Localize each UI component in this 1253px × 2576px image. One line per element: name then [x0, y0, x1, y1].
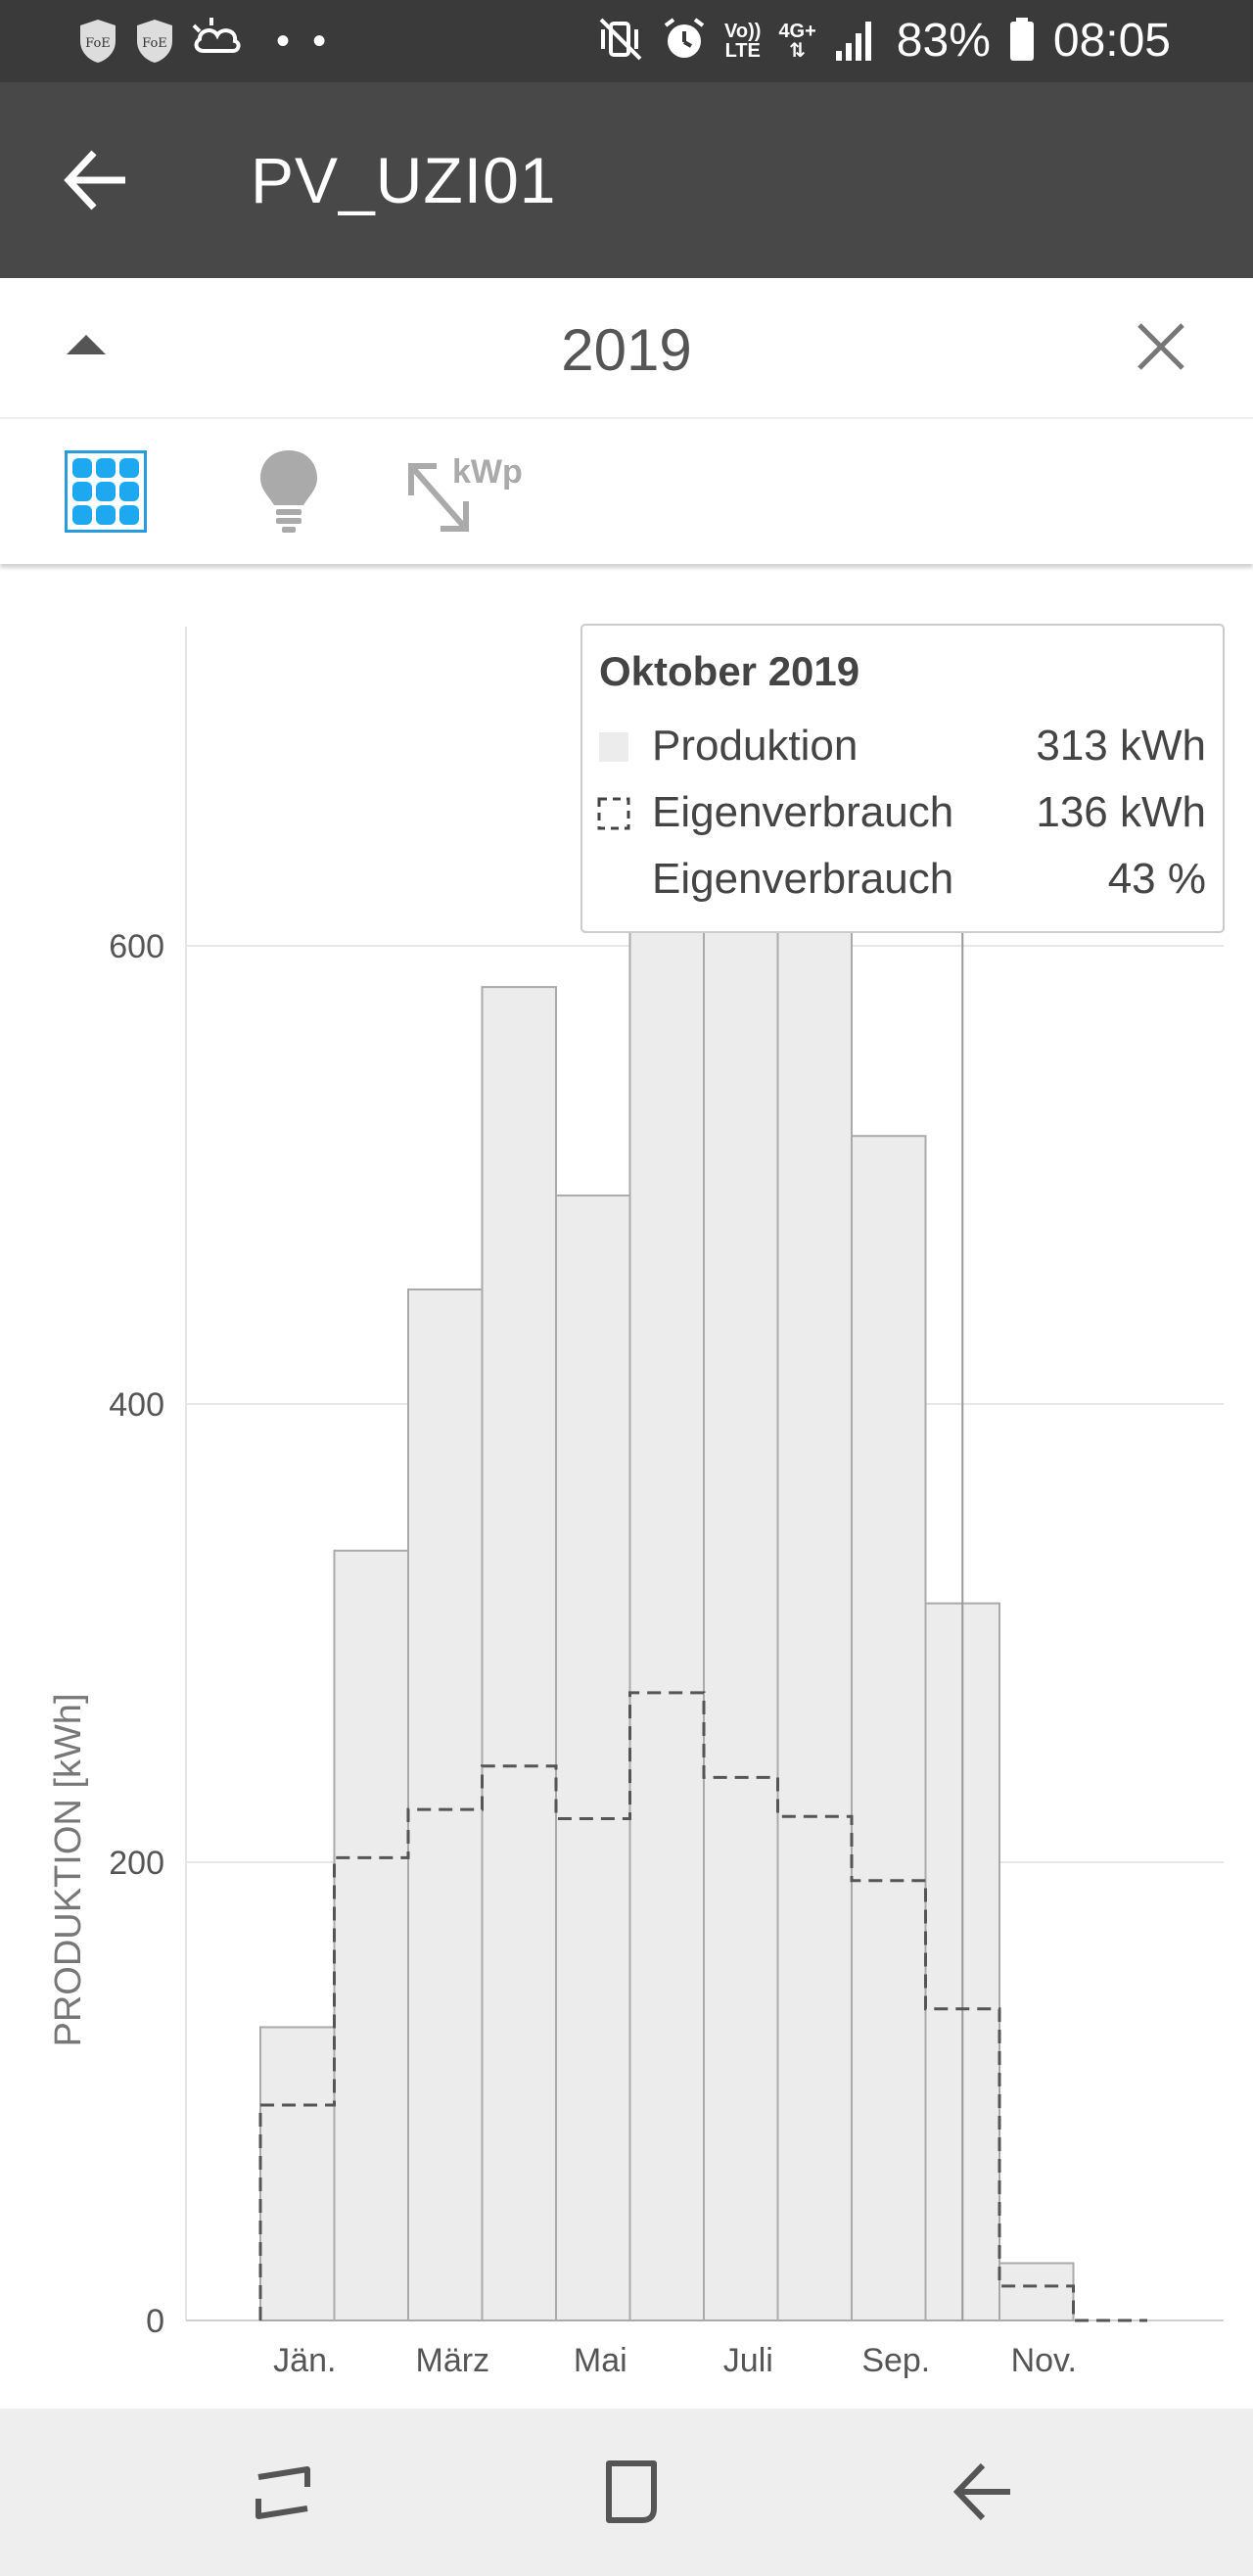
y-tick-label: 400 [109, 1386, 164, 1424]
lightbulb-icon[interactable] [255, 446, 323, 535]
signal-icon [834, 16, 879, 68]
overflow-dots: • • [276, 20, 333, 63]
x-tick-label: Mai [574, 2342, 627, 2379]
eigenverbrauch-step-line [258, 1691, 1147, 2322]
tooltip-row-label: Eigenverbrauch [652, 788, 953, 836]
solar-panel-view-button[interactable] [65, 450, 147, 533]
tooltip-row-value: 313 kWh [1036, 722, 1206, 770]
year-selector-row [0, 278, 1253, 419]
collapse-triangle-icon[interactable] [65, 333, 108, 356]
back-arrow-icon[interactable] [59, 141, 137, 219]
bar-1 [259, 2026, 336, 2321]
x-tick-label: Sep. [861, 2342, 930, 2379]
page-title: PV_UZI01 [251, 144, 557, 216]
tooltip-title: Oktober 2019 [599, 648, 859, 694]
y-tick-label: 0 [146, 2303, 164, 2340]
alarm-icon [662, 16, 707, 68]
shield-icon: FoE [76, 18, 119, 65]
tooltip-swatch-eigenverbrauch [597, 797, 630, 830]
battery-percent: 83% [896, 15, 991, 67]
tooltip-row-value: 43 % [1108, 855, 1206, 903]
x-tick-label: Nov. [1011, 2342, 1077, 2379]
x-tick-label: März [416, 2342, 490, 2379]
y-tick-label: 600 [109, 928, 164, 965]
bar-3 [407, 1288, 484, 2321]
mute-vibrate-icon [597, 16, 644, 68]
clock: 08:05 [1052, 15, 1171, 67]
tooltip-swatch-produktion [599, 732, 628, 762]
bar-9 [851, 1135, 927, 2321]
bar-2 [333, 1549, 409, 2321]
svg-text:FoE: FoE [85, 36, 111, 51]
status-bar: FoE FoE • • Vo)) LTE 4G+ ⇅ 83% 0 [0, 0, 1253, 82]
close-icon[interactable] [1134, 319, 1188, 374]
sync-cloud-icon [190, 16, 245, 68]
y-tick-label: 200 [109, 1845, 164, 1882]
kwp-label: kWp [452, 453, 523, 491]
home-icon[interactable] [587, 2448, 675, 2536]
tooltip-row-label: Produktion [652, 722, 858, 770]
tooltip-row-label: Eigenverbrauch [652, 855, 953, 903]
volte-indicator: Vo)) LTE [724, 21, 762, 62]
y-axis-label: PRODUKTION [kWh] [48, 1693, 89, 2046]
back-nav-icon[interactable] [940, 2448, 1028, 2536]
bar-8 [776, 923, 853, 2322]
bar-4 [481, 986, 557, 2321]
bar-6 [628, 885, 705, 2321]
app-bar: PV_UZI01 [0, 82, 1253, 278]
system-nav-bar [0, 2409, 1253, 2576]
tooltip-box [580, 624, 1225, 933]
battery-icon [1008, 16, 1036, 68]
shield-icon: FoE [133, 18, 176, 65]
recent-apps-icon[interactable] [239, 2448, 327, 2536]
bar-5 [555, 1194, 631, 2321]
year-label[interactable]: 2019 [561, 317, 692, 383]
chart-toolbar [0, 419, 1253, 564]
bar-7 [703, 873, 779, 2322]
svg-text:FoE: FoE [142, 36, 167, 51]
bar-11 [998, 2262, 1075, 2321]
network-indicator: 4G+ ⇅ [778, 21, 816, 62]
x-tick-label: Jän. [273, 2342, 336, 2379]
x-tick-label: Juli [723, 2342, 773, 2379]
kwp-scale-icon[interactable] [403, 450, 540, 539]
tooltip-row-value: 136 kWh [1036, 788, 1206, 836]
production-chart: 0 200 400 600 PRODUKTION [kWh] Jän. März Mai Jul… [48, 624, 1225, 2379]
